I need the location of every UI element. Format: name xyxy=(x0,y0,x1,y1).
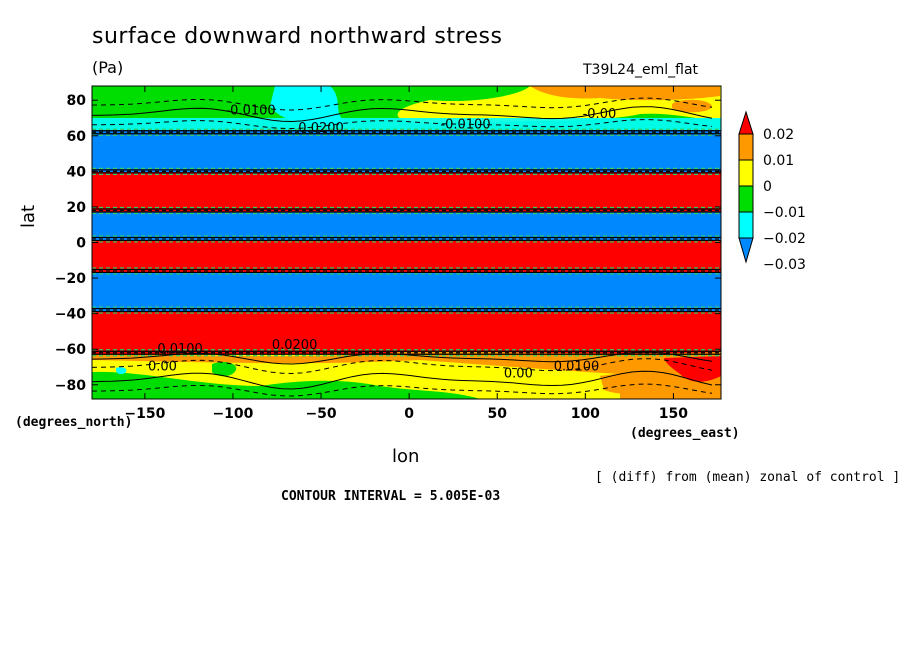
contour-label: 0.0200 xyxy=(298,121,344,136)
band-red-5 xyxy=(92,312,721,354)
contour-line xyxy=(92,106,713,123)
contour-label: 0.00 xyxy=(504,367,533,382)
x-tick-label: 150 xyxy=(659,406,688,422)
x-tick-label: −100 xyxy=(212,406,253,422)
run-label: T39L24_eml_flat xyxy=(583,62,699,78)
x-tick-label: 100 xyxy=(571,406,600,422)
y-tick-label: 40 xyxy=(67,164,87,180)
chart-title: surface downward northward stress xyxy=(92,24,503,49)
south-cyan-blob xyxy=(116,367,127,375)
contour-line xyxy=(92,119,713,130)
colorbar-label: 0.01 xyxy=(763,153,794,169)
colorbar-label: −0.01 xyxy=(763,205,806,221)
x-tick-label: 50 xyxy=(487,406,507,422)
y-axis-label: lat xyxy=(18,204,39,228)
north-cyan-region xyxy=(270,86,350,125)
contour-interval: CONTOUR INTERVAL = 5.005E-03 xyxy=(281,489,501,504)
units-label: (Pa) xyxy=(92,58,124,77)
x-tick-label: −150 xyxy=(124,406,165,422)
colorbar-label: 0.02 xyxy=(763,127,794,143)
contour-label: 0.0100 xyxy=(157,342,203,357)
north-orange-blob xyxy=(672,99,712,113)
colorbar-bottom-arrow xyxy=(738,237,754,264)
y-tick-label: 60 xyxy=(67,129,87,145)
y-axis-ticks: 80 60 40 20 0 −20 −40 −60 −80 xyxy=(55,93,721,394)
colorbar-top-arrow xyxy=(738,110,754,135)
x-tick-label: −50 xyxy=(305,406,336,422)
contour-line xyxy=(92,358,713,375)
south-green-blob xyxy=(212,362,237,377)
north-cyan-strip xyxy=(92,118,721,132)
south-green-region xyxy=(92,371,480,399)
contour-label: 0.00 xyxy=(148,360,177,375)
colorbar-label: 0 xyxy=(763,179,772,195)
x-tick-label: 0 xyxy=(404,406,414,422)
band-blue-north xyxy=(92,130,721,172)
band-red-3 xyxy=(92,240,721,272)
contour-label: -0.0100 xyxy=(440,118,490,133)
y-tick-label: 80 xyxy=(67,93,87,109)
contour-label: 0.0200 xyxy=(272,338,318,353)
colorbar-segment xyxy=(738,159,754,187)
colorbar-segment xyxy=(738,133,754,161)
diff-note: [ (diff) from (mean) zonal of control ] xyxy=(595,470,901,485)
band-red-1 xyxy=(92,172,721,212)
colorbar-segment xyxy=(738,185,754,213)
contour-line xyxy=(92,383,713,397)
y-tick-label: −20 xyxy=(55,271,86,287)
contour-line xyxy=(92,97,713,111)
x-unit-label-right: (degrees_east) xyxy=(630,426,740,441)
y-tick-label: −60 xyxy=(55,342,86,358)
plot-area: -0.0100 0.0200 -0.0100 -0.00 0.0100 0.00 0.020… xyxy=(92,86,721,399)
contour-labels: -0.0100 0.0200 -0.0100 -0.00 0.0100 0.00 0.020… xyxy=(148,103,616,381)
band-blue-4 xyxy=(92,272,721,312)
contour-lines xyxy=(92,97,721,397)
north-orange-region xyxy=(530,86,720,101)
contour-line xyxy=(92,370,713,390)
x-axis-ticks: −150 −100 −50 0 50 100 150 xyxy=(124,86,688,422)
y-tick-label: −40 xyxy=(55,307,86,323)
colorbar-segment xyxy=(738,211,754,239)
x-unit-label-left: (degrees_north) xyxy=(15,415,133,430)
south-orange-blob xyxy=(600,373,660,395)
colorbar: 0.02 0.01 0 −0.01 −0.02 −0.03 xyxy=(738,110,806,273)
colorbar-label: −0.02 xyxy=(763,231,806,247)
x-axis-label: lon xyxy=(392,446,420,467)
y-tick-label: 20 xyxy=(67,200,87,216)
colorbar-label: −0.03 xyxy=(763,257,806,273)
south-red-blob xyxy=(664,356,721,382)
y-tick-label: −80 xyxy=(55,378,86,394)
band-blue-2 xyxy=(92,212,721,240)
contour-line xyxy=(92,351,713,365)
contour-label: -0.00 xyxy=(583,107,617,122)
contour-label: 0.0100 xyxy=(554,360,600,375)
contour-label: -0.0100 xyxy=(225,103,275,118)
y-tick-label: 0 xyxy=(76,236,86,252)
